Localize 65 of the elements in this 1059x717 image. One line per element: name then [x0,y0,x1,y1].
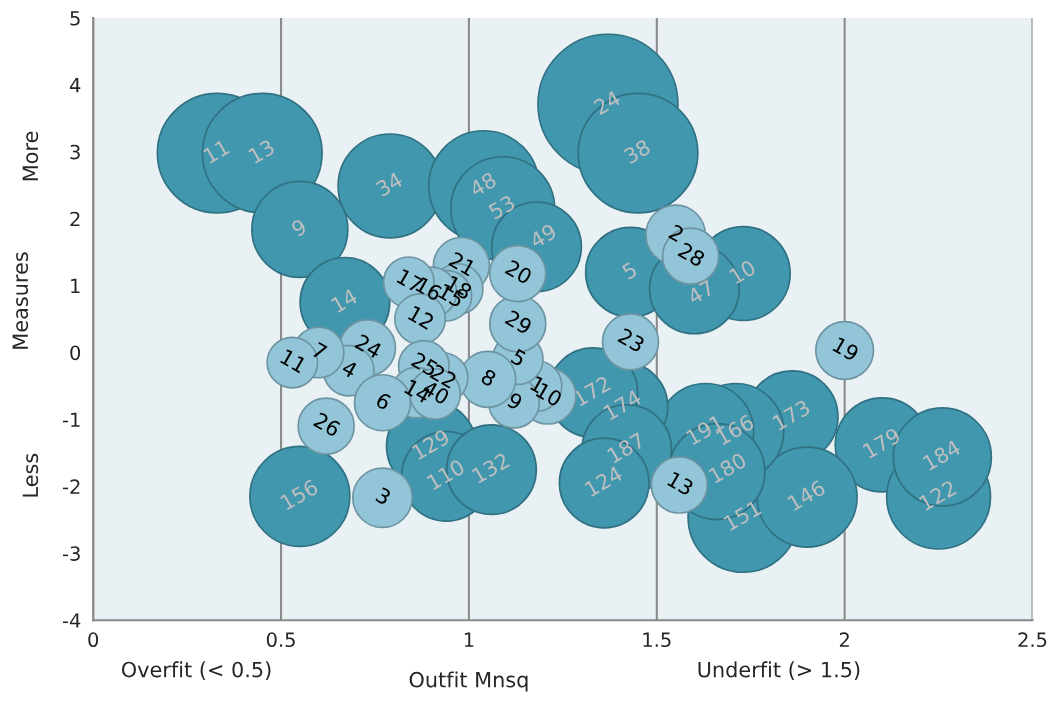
y-tick-label: 4 [69,78,81,93]
annotation: 29 [504,309,533,335]
annotation: 14 [330,288,359,313]
annotation: 122 [918,479,957,511]
text: Overfit (< 0.5) [121,661,271,680]
text: More [22,131,39,181]
y-tick-label: -4 [62,613,81,628]
annotation: 2 [668,223,685,242]
x-axis-title: Outfit Mnsq [409,671,528,692]
annotation: 146 [786,479,827,512]
annotation: 21 [448,251,477,277]
text: Underfit (> 1.5) [698,661,860,680]
y-tick-label: 0 [70,345,81,361]
y-tick-label: -3 [62,546,80,561]
annotation: 7 [311,341,328,360]
annotation: 19 [832,336,860,362]
annotation: 23 [617,327,646,353]
annotation: 24 [592,89,622,116]
x-tick-label: 1.5 [643,632,671,648]
annotation: 129 [411,428,451,461]
annotation: 13 [666,471,695,497]
annotation: 9 [290,218,308,238]
y-tick-label: 3 [70,144,80,160]
y-tick-label: 5 [70,11,80,26]
text: Less [22,453,39,497]
annotation: 20 [504,259,533,285]
annotation: 10 [728,259,757,285]
x-tick-label: 0 [88,632,99,648]
y-axis-title: Measures [12,252,29,349]
annotation: 124 [584,465,624,497]
annotation: 180 [708,451,748,484]
annotation: 34 [375,171,404,197]
annotation: 13 [247,138,276,164]
annotation: 5 [621,261,638,280]
annotation: 47 [686,279,715,305]
annotation: 49 [528,223,558,249]
annotation: 38 [623,138,652,165]
annotation: 5 [510,348,527,367]
annotation: 132 [471,452,510,484]
annotation: 12 [407,305,435,330]
x-tick-label: 0.5 [266,632,295,648]
x-tick-label: 2.5 [1018,632,1047,648]
annotation: 24 [354,333,383,359]
annotation: 8 [480,368,498,388]
annotation: 151 [723,499,762,532]
y-tick-label: -1 [62,412,80,427]
x-tick-label: 1 [464,632,474,647]
annotation: 28 [677,241,706,268]
annotation: 26 [312,411,342,438]
annotation: 110 [426,458,466,491]
y-tick-label: 2 [70,211,80,227]
y-tick-label: -2 [62,479,80,494]
x-tick-label: 2 [839,632,849,647]
annotation: 179 [862,427,902,459]
y-tick-label: 1 [71,278,80,293]
annotation: 9 [506,391,524,411]
annotation: 4 [340,359,359,379]
annotation: 184 [922,439,962,471]
annotation: 11 [202,139,230,164]
annotation: 11 [279,348,307,374]
annotation: 3 [375,486,392,506]
annotation: 6 [375,391,392,411]
annotation: 156 [279,478,319,511]
annotation: 187 [606,432,646,464]
annotation: 173 [771,399,811,431]
